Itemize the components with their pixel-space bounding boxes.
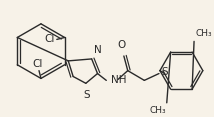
Text: N: N — [94, 45, 101, 55]
Text: S: S — [83, 90, 90, 100]
Text: Cl: Cl — [45, 34, 55, 44]
Text: NH: NH — [111, 75, 127, 85]
Text: S: S — [161, 67, 168, 77]
Text: O: O — [118, 40, 126, 50]
Text: Cl: Cl — [33, 59, 43, 69]
Text: CH₃: CH₃ — [149, 106, 166, 115]
Text: CH₃: CH₃ — [195, 29, 212, 38]
